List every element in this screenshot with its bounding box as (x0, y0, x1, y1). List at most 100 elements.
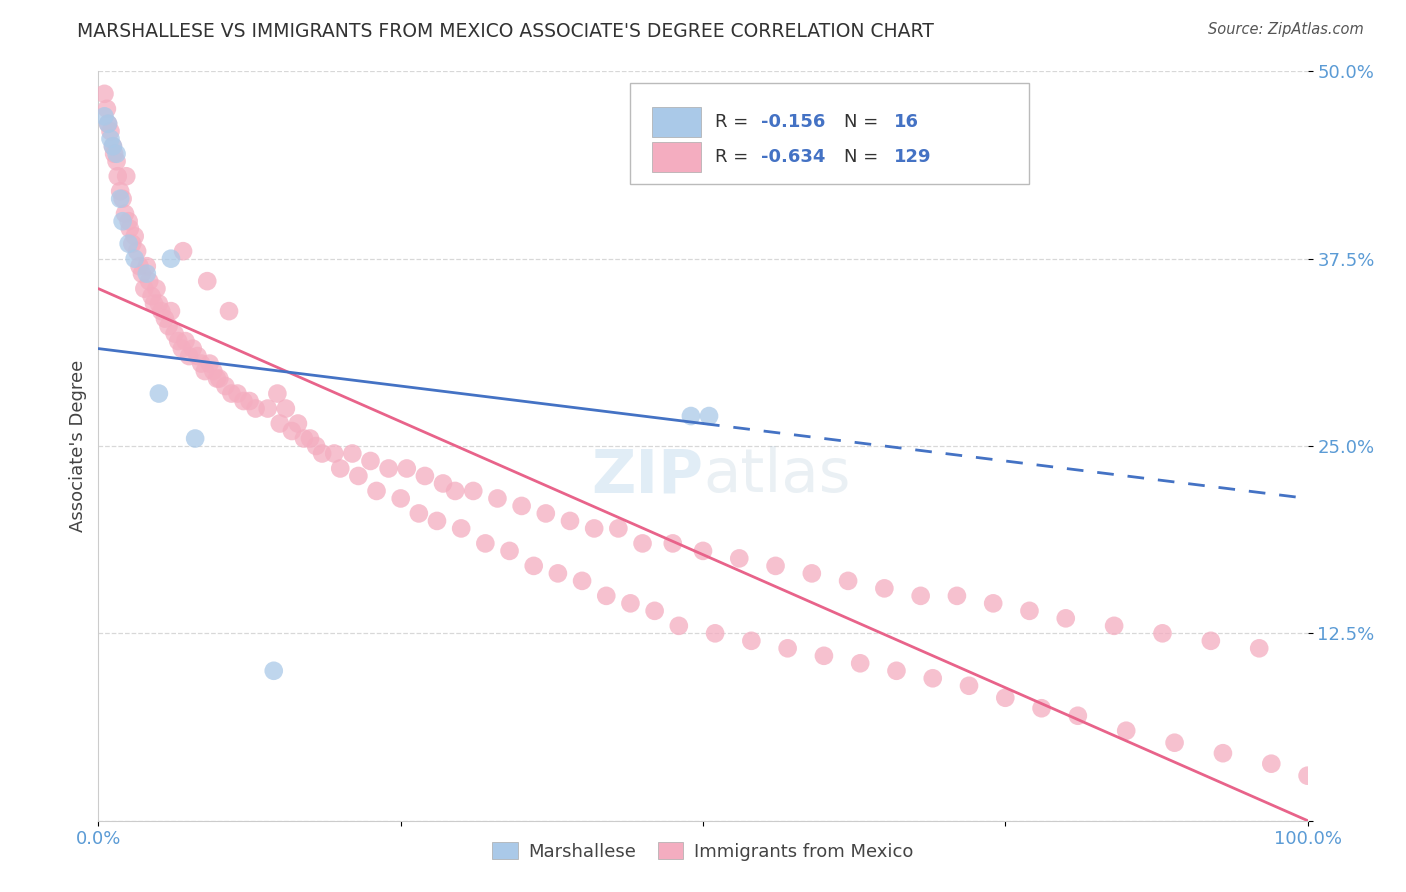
Point (287, 417, 309, 431)
Point (644, 604, 666, 618)
Point (131, 267, 153, 281)
Point (474, 536, 496, 550)
FancyBboxPatch shape (630, 83, 1029, 184)
Point (1260, 756, 1282, 771)
Point (389, 491, 412, 506)
Point (157, 319, 180, 334)
Point (366, 483, 388, 498)
Point (776, 641, 799, 656)
Point (1031, 701, 1053, 715)
Point (946, 589, 969, 603)
Point (1249, 641, 1271, 656)
Point (153, 311, 176, 326)
Point (292, 432, 315, 446)
Point (163, 326, 186, 341)
Point (432, 476, 454, 491)
Point (1018, 604, 1040, 618)
Point (800, 566, 823, 581)
Point (1296, 769, 1319, 783)
Point (274, 401, 297, 416)
Point (347, 469, 370, 483)
Point (105, 146, 128, 161)
Point (571, 574, 593, 588)
Point (118, 221, 141, 235)
Text: Source: ZipAtlas.com: Source: ZipAtlas.com (1208, 22, 1364, 37)
Point (1067, 708, 1090, 723)
Point (124, 229, 146, 244)
Point (1199, 633, 1222, 648)
Text: -0.156: -0.156 (761, 113, 825, 131)
Point (547, 566, 569, 581)
Point (96, 102, 118, 116)
Text: R =: R = (716, 113, 754, 131)
Point (170, 342, 193, 356)
Point (534, 507, 557, 521)
Point (679, 409, 702, 423)
Point (97, 117, 120, 131)
Point (111, 192, 134, 206)
Point (97, 117, 120, 131)
Point (93, 87, 115, 101)
Point (1212, 746, 1234, 760)
Text: N =: N = (845, 113, 884, 131)
Point (910, 589, 932, 603)
Point (360, 454, 382, 468)
Legend: Marshallese, Immigrants from Mexico: Marshallese, Immigrants from Mexico (485, 835, 921, 868)
Point (124, 252, 146, 266)
Point (198, 357, 221, 371)
Point (174, 334, 197, 348)
Point (127, 244, 149, 259)
Point (118, 236, 141, 251)
Point (323, 446, 346, 460)
Point (138, 274, 160, 288)
Text: 16: 16 (894, 113, 920, 131)
Point (408, 507, 430, 521)
Point (145, 282, 167, 296)
Point (692, 544, 714, 558)
Point (239, 394, 262, 409)
Point (160, 304, 183, 318)
Point (160, 252, 183, 266)
Text: ZIP: ZIP (591, 447, 703, 506)
Point (118, 214, 141, 228)
Point (135, 259, 157, 273)
Point (697, 409, 720, 423)
Point (105, 154, 128, 169)
Point (141, 289, 163, 303)
Point (135, 267, 157, 281)
Point (558, 514, 581, 528)
Point (266, 386, 288, 401)
Point (463, 483, 485, 498)
Point (426, 514, 449, 528)
Point (311, 446, 333, 460)
Point (172, 244, 194, 259)
Point (377, 461, 399, 475)
Point (668, 619, 690, 633)
Point (957, 679, 980, 693)
Point (134, 282, 156, 296)
Point (1102, 619, 1125, 633)
Point (263, 664, 285, 678)
Bar (652, 107, 700, 137)
Point (921, 671, 943, 685)
Point (121, 236, 143, 251)
Point (523, 558, 546, 573)
Point (583, 521, 606, 535)
Point (214, 379, 236, 393)
Point (93, 109, 115, 123)
Point (205, 371, 228, 385)
Point (1115, 723, 1137, 738)
Point (486, 491, 509, 506)
Point (1163, 736, 1185, 750)
Point (873, 582, 896, 596)
Point (607, 521, 630, 535)
Point (107, 169, 129, 184)
Point (232, 394, 254, 409)
Point (143, 296, 166, 310)
Point (101, 139, 124, 153)
Point (194, 364, 217, 378)
Point (195, 274, 218, 288)
Point (208, 371, 231, 385)
Point (1054, 611, 1077, 625)
Point (179, 349, 201, 363)
